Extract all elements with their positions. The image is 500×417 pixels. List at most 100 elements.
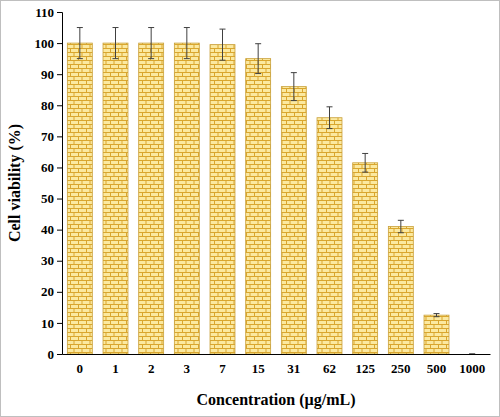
bar xyxy=(139,43,164,354)
error-bar-line xyxy=(113,28,119,59)
x-tick-label: 15 xyxy=(252,361,266,376)
y-axis: 0 10 20 30 40 50 60 70 80 90 100 110 xyxy=(35,5,63,362)
y-tick-label: 70 xyxy=(41,129,54,144)
y-tick-mark xyxy=(57,105,62,106)
y-tick: 100 xyxy=(35,36,63,51)
x-tick: 2 xyxy=(148,361,155,376)
y-tick-mark xyxy=(57,199,62,200)
error-bar xyxy=(113,28,119,59)
y-tick-mark xyxy=(57,323,62,324)
bar xyxy=(210,45,235,354)
error-bar xyxy=(398,220,404,232)
y-tick-label: 40 xyxy=(41,222,54,237)
error-bar-line xyxy=(398,220,404,232)
x-axis-line xyxy=(63,354,491,355)
y-tick-label: 0 xyxy=(48,347,55,362)
x-tick: 62 xyxy=(323,361,336,376)
x-axis: 0 1 2 3 7 15 31 62 125 250 500 1000 xyxy=(63,355,491,377)
x-tick-label: 125 xyxy=(355,361,375,376)
plot: 0 10 20 30 40 50 60 70 80 90 100 110 0 1 2 3 7 15 31 62 125 2… xyxy=(35,5,491,377)
y-tick: 50 xyxy=(41,191,62,206)
y-tick: 40 xyxy=(41,222,62,237)
x-tick: 3 xyxy=(184,361,191,376)
error-bar-line xyxy=(220,29,226,60)
y-tick-label: 30 xyxy=(41,253,54,268)
x-tick: 0 xyxy=(77,361,84,376)
y-tick-mark xyxy=(57,261,62,262)
error-bar xyxy=(77,28,83,59)
x-tick-label: 31 xyxy=(287,361,300,376)
y-tick-label: 90 xyxy=(41,67,54,82)
x-tick: 7 xyxy=(219,361,226,376)
bar xyxy=(67,43,92,354)
x-tick-label: 500 xyxy=(427,361,447,376)
y-tick-label: 100 xyxy=(35,36,55,51)
x-tick-label: 7 xyxy=(219,361,226,376)
y-tick-mark xyxy=(57,292,62,293)
error-bar xyxy=(469,354,475,355)
x-tick-label: 62 xyxy=(323,361,336,376)
y-axis-line xyxy=(57,13,63,355)
y-tick: 10 xyxy=(41,316,62,331)
bar xyxy=(246,59,271,354)
x-tick: 250 xyxy=(391,361,411,376)
error-bar-line xyxy=(255,44,261,74)
bar xyxy=(174,43,199,354)
x-tick: 15 xyxy=(252,361,266,376)
y-tick-label: 80 xyxy=(41,98,54,113)
bar xyxy=(281,87,306,354)
y-tick-label: 50 xyxy=(41,191,54,206)
x-tick-label: 1000 xyxy=(459,361,485,376)
y-tick: 70 xyxy=(41,129,62,144)
y-tick-mark xyxy=(57,230,62,231)
error-bar xyxy=(434,314,440,317)
x-tick: 31 xyxy=(287,361,300,376)
x-tick: 125 xyxy=(355,361,375,376)
y-tick-mark xyxy=(57,12,62,13)
chart: 0 10 20 30 40 50 60 70 80 90 100 110 0 1 2 3 7 15 31 62 125 2… xyxy=(0,0,500,417)
y-tick: 90 xyxy=(41,67,62,82)
error-bar-line xyxy=(362,153,368,172)
y-tick-label: 20 xyxy=(41,284,54,299)
chart-border xyxy=(1,1,500,417)
bar xyxy=(317,118,342,354)
x-tick-label: 0 xyxy=(77,361,84,376)
error-bar-line xyxy=(434,314,440,317)
error-bar-line xyxy=(77,28,83,59)
x-tick: 1000 xyxy=(459,361,485,376)
error-bar xyxy=(255,44,261,74)
error-bar-line xyxy=(327,107,333,129)
error-bar xyxy=(184,28,190,59)
bar xyxy=(460,354,485,355)
x-tick-label: 2 xyxy=(148,361,155,376)
x-axis-title: Concentration (µg/mL) xyxy=(197,391,356,409)
bar xyxy=(388,227,413,354)
marks xyxy=(67,28,475,354)
y-tick: 30 xyxy=(41,253,62,268)
y-tick-mark xyxy=(57,167,62,168)
x-tick-label: 1 xyxy=(112,361,119,376)
error-bar xyxy=(148,28,154,59)
y-axis-title: Cell viability (%) xyxy=(6,124,24,242)
y-tick-mark xyxy=(57,354,62,355)
y-tick: 110 xyxy=(35,5,62,20)
error-bar-line xyxy=(148,28,154,59)
x-tick: 500 xyxy=(427,361,447,376)
y-tick-mark xyxy=(57,43,62,44)
y-tick: 80 xyxy=(41,98,62,113)
x-tick-label: 250 xyxy=(391,361,411,376)
error-bar-line xyxy=(291,73,297,101)
y-tick: 20 xyxy=(41,284,62,299)
y-tick-label: 110 xyxy=(35,5,54,20)
error-bar-line xyxy=(184,28,190,59)
bar xyxy=(353,163,378,354)
error-bar xyxy=(220,29,226,60)
error-bar xyxy=(291,73,297,101)
y-tick-mark xyxy=(57,74,62,75)
y-tick: 60 xyxy=(41,160,62,175)
bar xyxy=(103,43,128,354)
x-tick-label: 3 xyxy=(184,361,191,376)
x-tick: 1 xyxy=(112,361,119,376)
y-tick: 0 xyxy=(48,347,63,362)
y-tick-label: 10 xyxy=(41,316,54,331)
